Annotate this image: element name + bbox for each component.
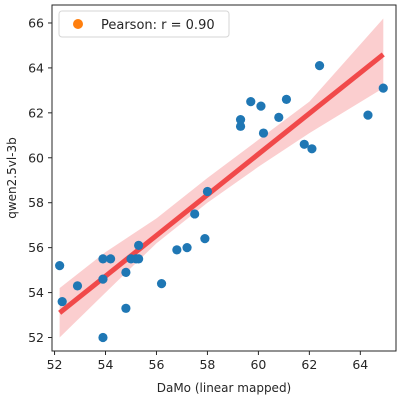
legend-box — [58, 10, 230, 38]
y-tick-label: 56 — [28, 240, 44, 255]
data-point — [378, 83, 388, 93]
x-tick-label: 58 — [199, 357, 215, 372]
x-tick-label: 60 — [250, 357, 266, 372]
x-axis-ticks: 52 54 56 58 60 62 64 — [47, 351, 368, 372]
plot-frame — [51, 4, 397, 352]
y-tick-label: 62 — [28, 105, 44, 120]
x-tick-label: 62 — [301, 357, 317, 372]
data-point — [98, 254, 108, 264]
data-point — [156, 278, 167, 289]
x-tick-label: 52 — [47, 357, 63, 372]
data-point — [106, 254, 116, 264]
data-point — [307, 144, 317, 154]
data-point — [55, 261, 65, 271]
data-point — [256, 101, 266, 111]
legend-label: Pearson: r = 0.90 — [101, 18, 215, 33]
data-point — [235, 114, 246, 125]
data-point — [314, 61, 325, 71]
data-point — [98, 332, 108, 343]
legend-marker-icon — [73, 19, 83, 29]
data-point — [98, 274, 108, 284]
data-point — [299, 139, 309, 149]
data-point — [134, 240, 144, 251]
data-point — [182, 243, 192, 253]
data-point — [190, 209, 200, 219]
data-point — [121, 267, 131, 277]
x-tick-label: 56 — [149, 357, 165, 372]
legend: Pearson: r = 0.90 — [58, 10, 230, 38]
data-point — [274, 112, 284, 122]
x-tick-label: 54 — [98, 357, 114, 372]
data-point — [121, 303, 131, 313]
x-tick-label: 64 — [352, 357, 368, 372]
data-point — [246, 97, 256, 107]
data-point — [281, 94, 292, 104]
x-axis-label: DaMo (linear mapped) — [157, 381, 292, 395]
point-layer — [55, 61, 388, 343]
data-point — [57, 296, 67, 307]
y-tick-label: 58 — [28, 195, 44, 210]
data-point — [202, 186, 213, 197]
data-point — [200, 234, 210, 244]
data-point — [134, 254, 144, 264]
y-axis-ticks: 52 54 56 58 60 62 64 66 — [28, 15, 52, 345]
data-point — [258, 128, 269, 138]
y-tick-label: 60 — [28, 150, 44, 165]
data-point — [72, 281, 83, 291]
y-tick-label: 52 — [28, 330, 44, 345]
y-tick-label: 66 — [28, 15, 44, 30]
y-axis-label: qwen2.5vl-3b — [5, 137, 19, 219]
fit-line-layer — [58, 52, 385, 315]
data-point — [235, 121, 246, 131]
y-tick-label: 64 — [28, 60, 44, 75]
regression-line — [58, 52, 385, 315]
data-point — [363, 110, 373, 120]
y-tick-label: 54 — [28, 285, 44, 300]
data-point — [172, 245, 182, 255]
